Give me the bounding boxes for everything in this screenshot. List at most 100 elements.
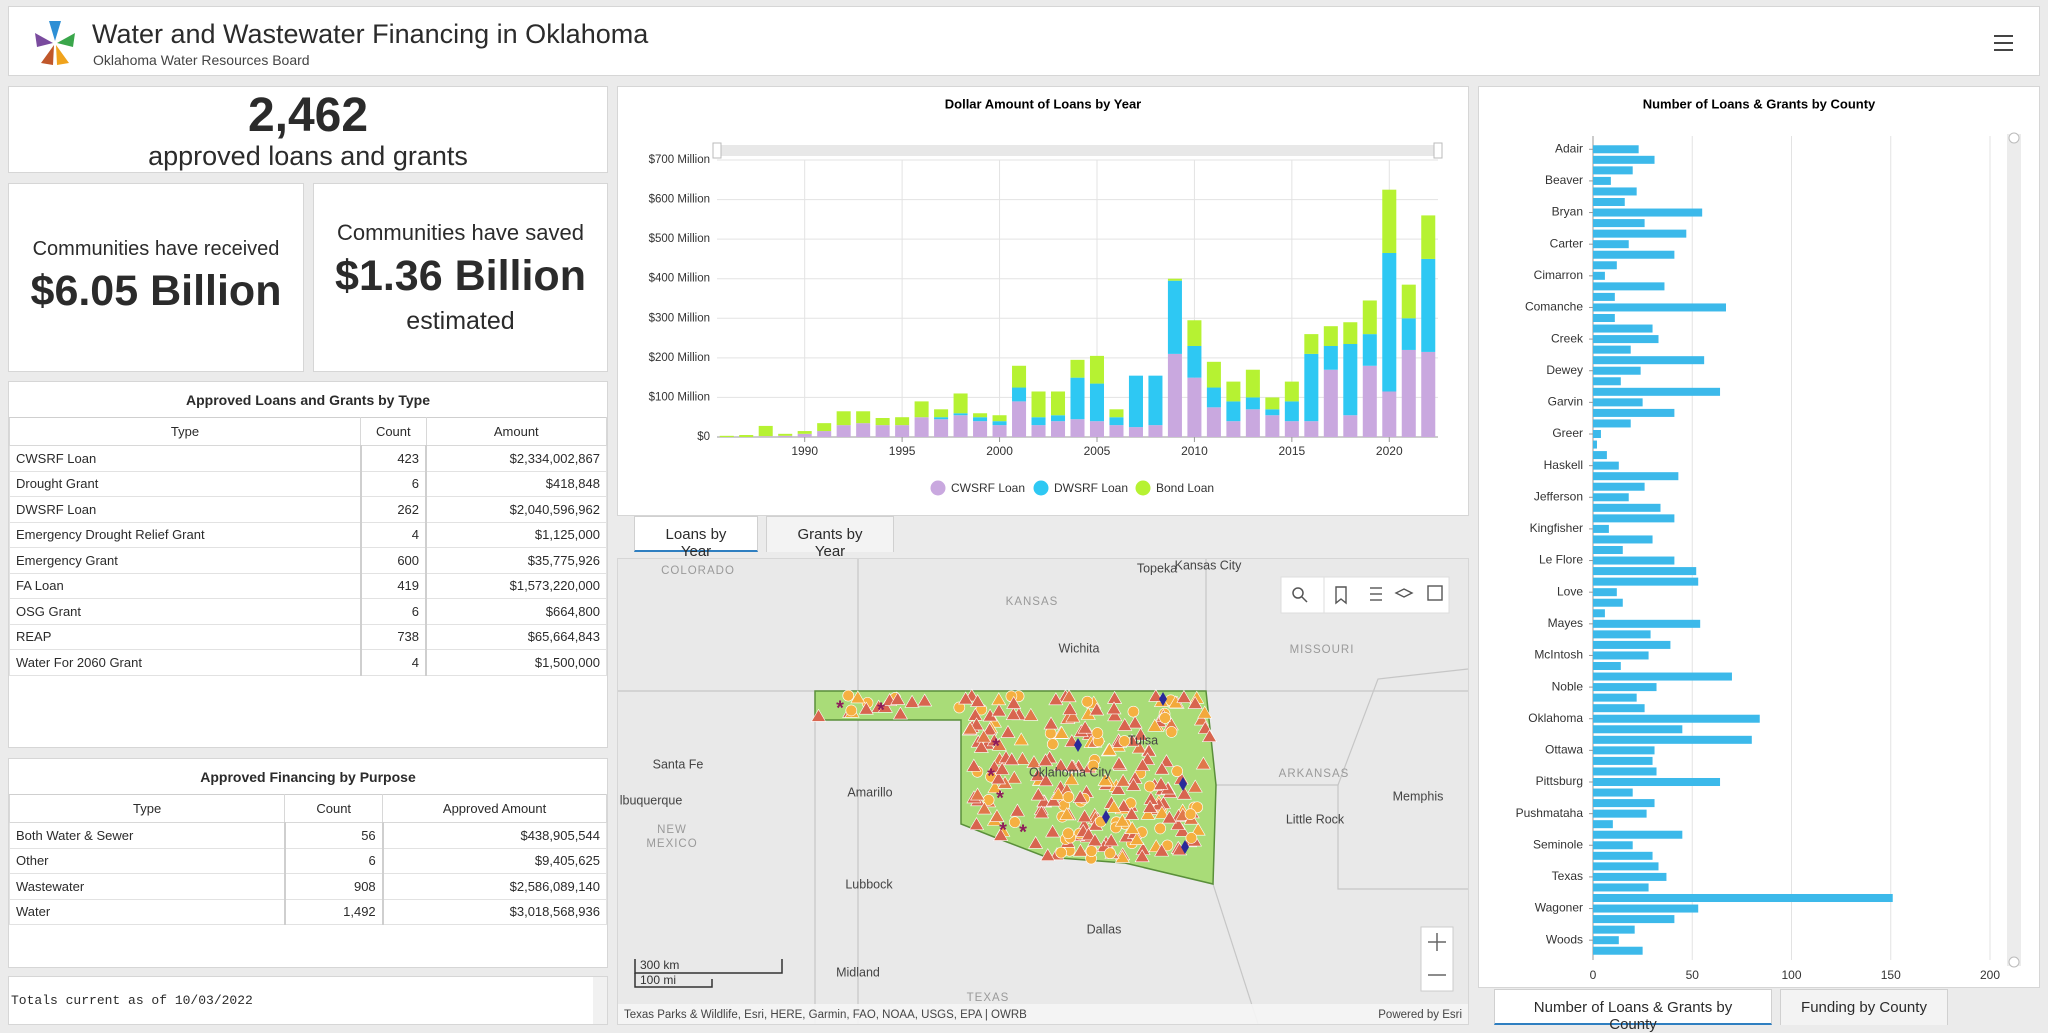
tab[interactable]: Funding by County — [1780, 989, 1948, 1025]
map-marker — [1006, 695, 1022, 709]
table-cell: Emergency Drought Relief Grant — [8, 521, 362, 548]
table-cell: $2,040,596,962 — [425, 496, 608, 523]
y-tick-label: Ottawa — [1545, 743, 1583, 757]
zoom-controls[interactable] — [1420, 926, 1454, 992]
city-label: lbuquerque — [620, 793, 683, 807]
map-marker — [1187, 779, 1203, 793]
bar-segment — [778, 435, 793, 437]
map-marker — [1045, 793, 1061, 807]
tab[interactable]: Number of Loans & Grants by County — [1494, 989, 1772, 1033]
bar — [1593, 651, 1649, 660]
slider-handle[interactable] — [712, 142, 722, 159]
bar-segment — [1109, 425, 1124, 437]
map-marker — [1087, 833, 1103, 847]
bar — [1593, 767, 1657, 776]
bar — [1593, 936, 1619, 945]
scroll-handle[interactable] — [2008, 132, 2020, 144]
tab[interactable]: Loans by Year — [634, 516, 758, 560]
bar-segment — [1362, 300, 1377, 335]
y-tick-label: Greer — [1552, 426, 1583, 440]
county-chart-panel: Number of Loans & Grants by County 0 50 100… — [1478, 86, 2040, 988]
map-marker — [1081, 695, 1094, 708]
map-marker — [1124, 806, 1140, 820]
y-tick-label: Beaver — [1545, 173, 1583, 187]
y-tick-label: Garvin — [1548, 395, 1583, 409]
range-slider[interactable] — [717, 145, 1438, 156]
scrollbar[interactable] — [2007, 134, 2021, 966]
city-label: Kansas City — [1175, 559, 1242, 572]
type-table-panel: Approved Loans and Grants by Type Type Cou… — [8, 381, 608, 748]
map-marker — [1127, 715, 1143, 729]
bar-segment — [895, 417, 910, 426]
bar — [1593, 261, 1617, 270]
map-marker — [1061, 689, 1077, 703]
table-cell: OSG Grant — [8, 598, 362, 625]
indicator-bottom: estimated — [406, 307, 515, 335]
header-row: Type Count Amount — [8, 417, 608, 446]
column-header: Amount — [425, 417, 608, 446]
map-marker — [917, 693, 933, 707]
table-cell: $35,775,926 — [425, 547, 608, 574]
map-marker — [904, 694, 920, 708]
bar-segment — [973, 417, 988, 422]
bar-segment — [739, 435, 754, 437]
map-marker — [1201, 729, 1218, 743]
map-marker — [1154, 822, 1166, 835]
map-marker — [1050, 787, 1066, 801]
bar — [1593, 830, 1683, 839]
map-toolbar[interactable] — [1280, 576, 1450, 614]
table-row: REAP 738 $65,664,843 — [8, 623, 608, 650]
column-header: Approved Amount — [382, 794, 607, 823]
tab[interactable]: Grants by Year — [766, 516, 894, 560]
slider-handle[interactable] — [1433, 142, 1443, 159]
bar — [1593, 799, 1655, 808]
bar-segment — [817, 423, 832, 432]
bar-segment — [953, 393, 968, 414]
bar — [1593, 366, 1641, 375]
city-label: Oklahoma City — [1029, 765, 1112, 779]
bar — [1593, 693, 1637, 702]
bar — [1593, 398, 1643, 407]
map-marker — [1077, 720, 1093, 734]
map-marker — [1043, 716, 1059, 730]
bar-segment — [1070, 377, 1085, 420]
bar-segment — [1187, 320, 1202, 346]
map-attribution: Texas Parks & Wildlife, Esri, HERE, Garm… — [624, 1009, 1027, 1021]
indicator-value: 2,462 — [247, 89, 369, 142]
table-cell: Water — [8, 898, 286, 925]
bar-segment — [1012, 387, 1027, 402]
table-cell: $1,500,000 — [425, 649, 608, 676]
bar-segment — [953, 413, 968, 416]
table-row: OSG Grant 6 $664,800 — [8, 598, 608, 625]
map-marker — [958, 691, 974, 705]
map-marker: * — [996, 787, 1004, 809]
scroll-handle[interactable] — [2008, 956, 2020, 968]
scrollbar[interactable] — [593, 977, 607, 1024]
x-tick-label: 2005 — [1084, 444, 1111, 458]
city-label: Dallas — [1087, 922, 1122, 936]
map-marker — [842, 689, 855, 702]
map-marker: * — [1019, 821, 1027, 843]
bar-segment — [1323, 369, 1338, 437]
bar — [1593, 661, 1621, 671]
y-tick-label: Pittsburg — [1536, 774, 1583, 788]
map-marker: * — [999, 819, 1007, 841]
map-marker — [1004, 752, 1020, 766]
y-tick-label: $500 Million — [649, 233, 710, 245]
legend-swatch — [1135, 480, 1151, 496]
column-header: Type — [8, 794, 286, 823]
bar — [1593, 377, 1621, 386]
app-title: Water and Wastewater Financing in Oklaho… — [92, 19, 649, 49]
map-marker — [1101, 742, 1117, 756]
y-tick-label: Texas — [1552, 869, 1583, 883]
map-marker — [962, 721, 978, 735]
bar — [1593, 820, 1613, 829]
map-marker — [877, 699, 893, 713]
bar-segment — [1382, 252, 1397, 392]
x-tick-label: 100 — [1781, 968, 1801, 982]
bar-segment — [1362, 365, 1377, 437]
map-marker — [1103, 833, 1119, 847]
map-marker — [850, 690, 866, 704]
menu-button[interactable] — [1993, 33, 2015, 53]
